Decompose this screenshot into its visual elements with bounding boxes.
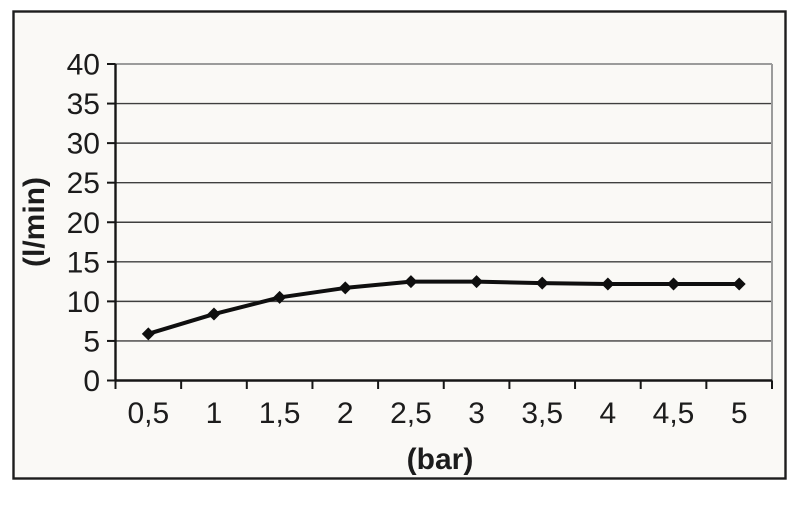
x-axis-tick-label: 2,5 <box>390 397 432 430</box>
data-point-marker <box>141 327 155 341</box>
plot-area: 0 5 10 15 20 25 30 35 40 0,5 1 1,5 2 2,5 3 3,5 4 4,5 5 <box>12 10 787 480</box>
data-point-marker <box>273 290 287 304</box>
data-point-marker <box>338 281 352 295</box>
x-axis-tick-label: 5 <box>731 397 748 430</box>
data-point-marker <box>404 275 418 289</box>
data-point-marker <box>732 277 746 291</box>
chart-border <box>12 10 787 480</box>
y-axis-tick-label: 35 <box>67 88 100 121</box>
x-axis-tick-label: 0,5 <box>127 397 169 430</box>
y-axis-title: (l/min) <box>18 177 51 267</box>
x-axis-title: (bar) <box>407 443 474 476</box>
y-axis-tick-label: 20 <box>67 207 100 240</box>
data-point-marker <box>601 277 615 291</box>
x-axis-tick-label: 4 <box>600 397 617 430</box>
x-axis-tick-label: 1 <box>206 397 223 430</box>
x-axis-tick-label: 3 <box>468 397 485 430</box>
y-axis-tick-label: 15 <box>67 246 100 279</box>
y-axis-tick-label: 0 <box>83 365 100 398</box>
x-axis-tick-label: 1,5 <box>259 397 301 430</box>
x-axis-tick-label: 3,5 <box>521 397 563 430</box>
y-axis-tick-label: 10 <box>67 286 100 319</box>
data-point-marker <box>535 276 549 290</box>
data-point-marker <box>207 307 221 321</box>
y-axis-tick-label: 25 <box>67 167 100 200</box>
flow-series-line <box>146 279 742 336</box>
y-axis-tick-label: 30 <box>67 128 100 161</box>
x-axis-tick-label: 2 <box>337 397 354 430</box>
x-axis-tick-label: 4,5 <box>653 397 695 430</box>
data-point-marker <box>667 277 681 291</box>
y-axis-tick-label: 5 <box>83 325 100 358</box>
data-point-marker <box>470 275 484 289</box>
y-axis-tick-label: 40 <box>67 49 100 82</box>
